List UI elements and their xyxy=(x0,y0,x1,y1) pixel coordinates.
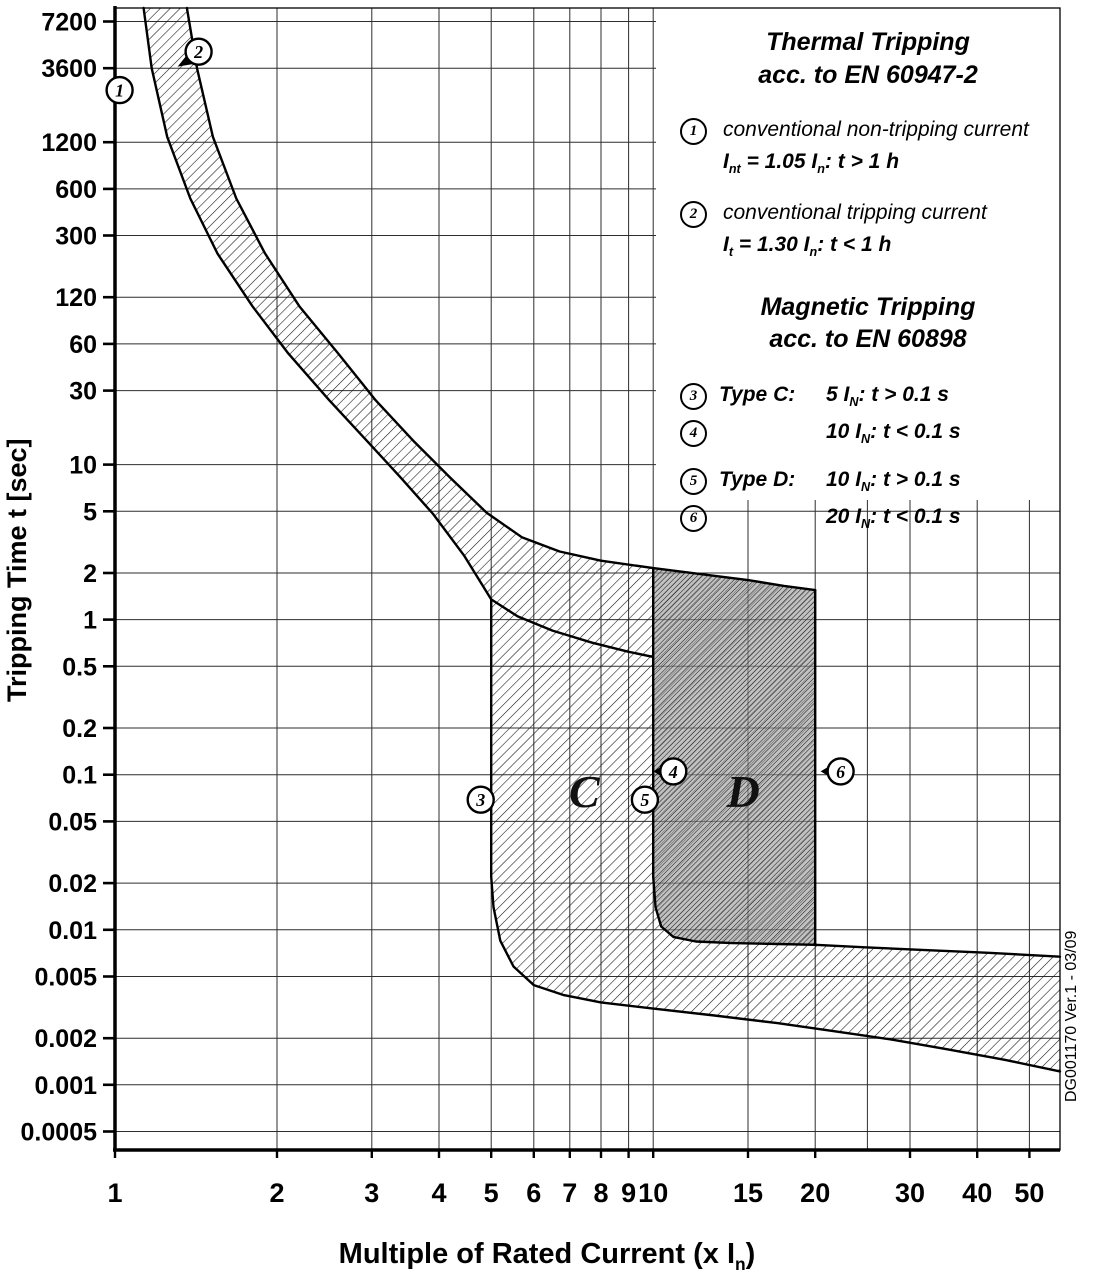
y-tick-label: 0.005 xyxy=(34,964,97,992)
svg-text:3: 3 xyxy=(475,790,485,810)
x-axis-ticks: 1 2 3 4 5 6 7 8 9 10 15 20 30 40 50 xyxy=(107,1150,1044,1208)
chart-marker-4: 4 xyxy=(653,757,688,786)
legend-item-1-description: conventional non-tripping current xyxy=(723,118,1029,141)
svg-text:6: 6 xyxy=(836,762,845,782)
legend-item-3: 3 Type C: 5 IN: t > 0.1 s xyxy=(680,380,1084,410)
region-label-C: C xyxy=(569,766,601,817)
chart-marker-3: 3 xyxy=(466,785,495,814)
legend-item-6: 6 20 IN: t < 0.1 s xyxy=(680,502,1084,532)
y-tick-label: 0.2 xyxy=(62,715,97,743)
x-tick-label: 4 xyxy=(431,1178,446,1208)
legend-item-1: 1 conventional non-tripping current Int … xyxy=(680,115,1084,178)
magnetic-tripping-heading: Magnetic Tripping acc. to EN 60898 xyxy=(652,291,1084,356)
x-tick-label: 10 xyxy=(638,1178,668,1208)
marker-6-icon: 6 xyxy=(680,504,707,532)
region-type-D-band xyxy=(653,568,816,945)
legend-item-2: 2 conventional tripping current It = 1.3… xyxy=(680,198,1084,261)
y-tick-label: 5 xyxy=(83,498,97,526)
x-tick-label: 9 xyxy=(621,1178,636,1208)
y-tick-label: 0.05 xyxy=(48,808,97,836)
x-tick-label: 40 xyxy=(962,1178,992,1208)
svg-text:5: 5 xyxy=(640,790,649,810)
legend-item-2-description: conventional tripping current xyxy=(723,200,987,224)
marker-2-icon: 2 xyxy=(680,200,707,228)
y-tick-label: 0.1 xyxy=(62,762,97,790)
x-axis-title: Multiple of Rated Current (x In) xyxy=(338,1238,756,1274)
y-tick-label: 60 xyxy=(69,331,97,359)
legend-item-2-formula: It = 1.30 In: t < 1 h xyxy=(723,233,892,260)
y-tick-label: 0.001 xyxy=(34,1072,97,1100)
legend-item-1-text: conventional non-tripping current Int = … xyxy=(723,115,1029,178)
y-axis-title: Tripping Time t [sec] xyxy=(2,438,32,702)
x-tick-label: 50 xyxy=(1014,1178,1044,1208)
x-tick-label: 8 xyxy=(593,1178,608,1208)
document-number: DG001170 Ver.1 - 03/09 xyxy=(1063,930,1080,1102)
thermal-tripping-title: Thermal Tripping xyxy=(766,28,970,56)
svg-text:2: 2 xyxy=(193,42,203,62)
x-tick-label: 20 xyxy=(800,1178,830,1208)
x-tick-label: 1 xyxy=(107,1178,122,1208)
curve-type-D-magnetic-10In xyxy=(652,566,1062,958)
x-tick-label: 15 xyxy=(733,1178,763,1208)
y-tick-label: 0.01 xyxy=(48,917,97,945)
marker-3-icon: 3 xyxy=(680,382,707,410)
x-tick-label: 7 xyxy=(562,1178,577,1208)
magnetic-tripping-title: Magnetic Tripping xyxy=(760,292,976,321)
y-tick-label: 7200 xyxy=(41,9,97,37)
legend-item-5-value: 10 IN: t > 0.1 s xyxy=(826,467,961,494)
legend-item-4: 4 10 IN: t < 0.1 s xyxy=(680,417,1084,447)
y-tick-label: 300 xyxy=(55,223,97,251)
x-tick-label: 6 xyxy=(526,1178,541,1208)
x-tick-label: 3 xyxy=(364,1178,379,1208)
chart-marker-6: 6 xyxy=(820,757,855,786)
y-tick-label: 0.0005 xyxy=(21,1119,98,1147)
chart-marker-5: 5 xyxy=(630,785,660,814)
marker-4-icon: 4 xyxy=(680,419,707,447)
curve-thermal-non-tripping-1.05In xyxy=(142,6,655,659)
marker-5-icon: 5 xyxy=(680,467,707,495)
legend-background xyxy=(656,0,1094,500)
x-tick-label: 2 xyxy=(269,1178,284,1208)
legend-item-4-value: 10 IN: t < 0.1 s xyxy=(826,419,961,446)
x-tick-label: 5 xyxy=(484,1178,499,1208)
region-label-D: D xyxy=(726,766,760,817)
legend-item-6-value: 20 IN: t < 0.1 s xyxy=(826,504,961,531)
thermal-tripping-heading: Thermal Tripping acc. to EN 60947-2 xyxy=(652,26,1084,91)
thermal-tripping-standard: acc. to EN 60947-2 xyxy=(758,60,978,89)
y-tick-label: 2 xyxy=(83,560,97,588)
y-tick-label: 1200 xyxy=(41,129,97,157)
y-tick-label: 1 xyxy=(83,607,97,635)
curve-type-C-magnetic-5In xyxy=(490,598,1062,1073)
magnetic-tripping-standard: acc. to EN 60898 xyxy=(769,325,967,354)
legend-item-5-type: Type D: xyxy=(719,467,796,491)
legend-item-2-text: conventional tripping current It = 1.30 … xyxy=(723,198,987,261)
legend-item-5: 5 Type D: 10 IN: t > 0.1 s xyxy=(680,465,1084,495)
y-tick-label: 0.02 xyxy=(48,870,97,898)
chart-marker-2: 2 xyxy=(177,37,213,67)
legend-item-1-formula: Int = 1.05 In: t > 1 h xyxy=(723,150,900,177)
legend-item-3-type: Type C: xyxy=(719,382,796,406)
y-tick-label: 30 xyxy=(69,378,97,406)
svg-text:1: 1 xyxy=(115,81,124,101)
y-tick-label: 600 xyxy=(55,176,97,204)
y-tick-label: 10 xyxy=(69,452,97,480)
region-thermal-band-and-type-C xyxy=(143,8,1061,1072)
x-tick-label: 30 xyxy=(895,1178,925,1208)
curve-thermal-tripping-1.30In xyxy=(185,6,817,592)
marker-1-icon: 1 xyxy=(680,118,707,145)
legend-panel: Thermal Tripping acc. to EN 60947-2 1 co… xyxy=(652,26,1084,539)
chart-marker-1: 1 xyxy=(105,75,134,105)
y-tick-label: 0.5 xyxy=(62,653,97,681)
legend-item-3-value: 5 IN: t > 0.1 s xyxy=(826,382,949,409)
svg-text:4: 4 xyxy=(668,762,678,782)
y-tick-label: 120 xyxy=(55,284,97,312)
y-tick-label: 0.002 xyxy=(34,1025,97,1053)
y-axis-ticks: 7200 3600 1200 600 300 120 60 30 10 5 2 1 0.5 0.2 0.1 0… xyxy=(21,9,115,1147)
y-tick-label: 3600 xyxy=(41,55,97,83)
